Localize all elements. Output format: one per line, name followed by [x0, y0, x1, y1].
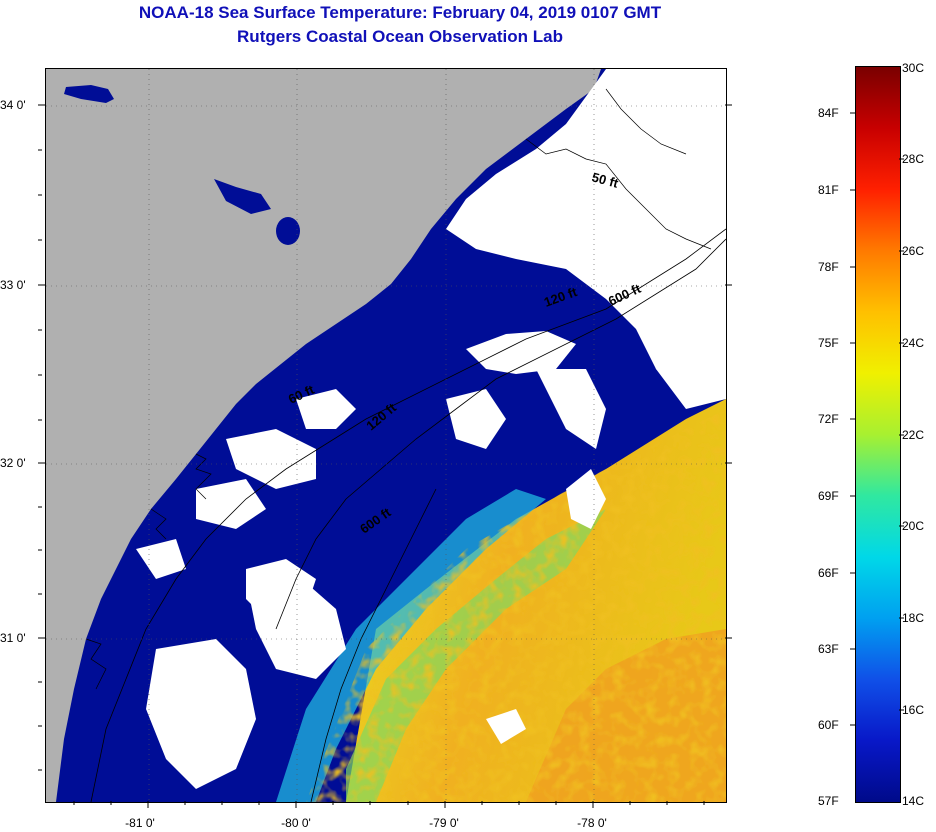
warm-speckle-texture — [306, 409, 726, 802]
celsius-label: 30C — [902, 61, 925, 75]
longitude-label: -78 0' — [577, 816, 607, 830]
fahrenheit-label: 57F — [818, 794, 839, 808]
latitude-label: 31 0' — [0, 631, 26, 645]
temperature-colorbar — [855, 66, 901, 803]
celsius-label: 26C — [902, 244, 925, 258]
fahrenheit-label: 66F — [818, 566, 839, 580]
sst-map: 50 ft 120 ft 600 ft 60 ft 120 ft 600 ft — [45, 68, 727, 803]
inland-lake — [214, 179, 271, 214]
fahrenheit-label: 75F — [818, 336, 839, 350]
latitude-label: 32 0' — [0, 456, 26, 470]
contour-label: 50 ft — [590, 169, 620, 191]
celsius-label: 24C — [902, 336, 925, 350]
fahrenheit-label: 63F — [818, 642, 839, 656]
fahrenheit-label: 84F — [818, 106, 839, 120]
inland-lake — [64, 85, 114, 103]
latitude-label: 33 0' — [0, 278, 26, 292]
celsius-label: 22C — [902, 428, 925, 442]
longitude-label: -80 0' — [281, 816, 311, 830]
fahrenheit-label: 78F — [818, 260, 839, 274]
fahrenheit-label: 60F — [818, 718, 839, 732]
inland-lake — [276, 217, 300, 245]
cloud-cover — [136, 69, 726, 789]
celsius-label: 28C — [902, 152, 925, 166]
chart-title: NOAA-18 Sea Surface Temperature: Februar… — [138, 3, 662, 22]
fahrenheit-label: 69F — [818, 489, 839, 503]
celsius-label: 14C — [902, 794, 925, 808]
graticule — [46, 69, 726, 802]
chart-subtitle: Rutgers Coastal Ocean Observation Lab — [237, 27, 563, 46]
latitude-label: 34 0' — [0, 98, 26, 112]
longitude-label: -79 0' — [429, 816, 459, 830]
celsius-label: 18C — [902, 611, 925, 625]
longitude-label: -81 0' — [125, 816, 155, 830]
celsius-label: 20C — [902, 519, 925, 533]
coastline-detail — [85, 88, 712, 690]
fahrenheit-label: 72F — [818, 412, 839, 426]
fahrenheit-label: 81F — [818, 183, 839, 197]
land-region — [46, 69, 601, 802]
celsius-label: 16C — [902, 703, 925, 717]
